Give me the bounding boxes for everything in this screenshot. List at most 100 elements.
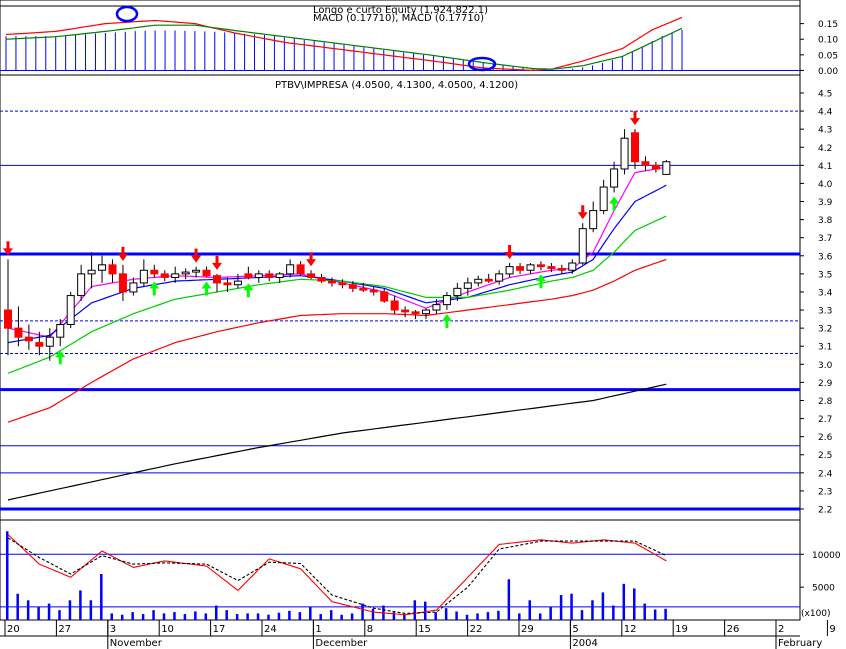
month-label-december: December: [315, 638, 368, 649]
volume-bar: [601, 592, 605, 620]
buy-signal-arrow: [535, 274, 546, 289]
volume-bar: [434, 612, 437, 620]
candle-body: [359, 287, 368, 291]
candle-body: [275, 273, 284, 278]
price-tick-label: 4.5: [818, 90, 832, 100]
volume-bar: [497, 610, 500, 620]
price-tick-label: 3.9: [818, 198, 833, 208]
volume-bar: [235, 614, 239, 620]
volume-bar: [288, 610, 291, 620]
candle-body: [631, 132, 639, 163]
volume-bar: [277, 612, 281, 620]
candle-body: [317, 276, 326, 282]
volume-bar: [653, 609, 657, 620]
candle-body: [547, 266, 556, 269]
macd-tick-label: 0.00: [818, 67, 838, 77]
candle-body: [578, 228, 587, 264]
volume-bar: [340, 614, 343, 620]
volume-bar: [538, 613, 542, 620]
price-tick-label: 3.3: [818, 307, 832, 317]
volume-bar: [371, 608, 375, 620]
x-tick-label: 5: [572, 624, 578, 635]
volume-bar: [329, 610, 333, 620]
stochastic-line: [7, 537, 667, 614]
candle-body: [160, 273, 169, 278]
candle-body: [56, 324, 65, 338]
volume-bar: [633, 588, 636, 620]
buy-signal-arrow: [243, 283, 254, 298]
candle-body: [484, 278, 493, 282]
volume-bar: [246, 613, 249, 620]
buy-signal-arrow: [149, 281, 160, 296]
x-tick-label: 20: [7, 624, 20, 635]
x-tick-label: 22: [470, 624, 483, 635]
buy-signal-arrow: [609, 196, 620, 211]
volume-bar: [570, 593, 573, 620]
volume-bar: [120, 614, 124, 620]
price-tick-label: 2.8: [818, 397, 833, 407]
month-label-2004: 2004: [572, 638, 597, 649]
candle-body: [432, 304, 441, 311]
moving-average-line: [7, 184, 667, 344]
price-tick-label: 2.4: [818, 469, 833, 479]
chart-marks: 4.5 4.4 4.3 4.2 4.1 4.0 3.9 3.8 3.7 3.6 3.5 3.4 3.3 3…: [0, 5, 841, 649]
candle-body: [516, 266, 525, 271]
candle-body: [495, 273, 504, 282]
x-tick-label: 15: [418, 624, 431, 635]
annotation-circle: [467, 56, 497, 72]
volume-bar: [643, 603, 646, 620]
candle-body: [610, 168, 619, 188]
moving-average-line: [7, 215, 667, 374]
moving-average-line: [7, 166, 667, 338]
price-tick-label: 2.6: [818, 433, 833, 443]
candle-body: [4, 309, 12, 329]
volume-bar: [622, 583, 626, 620]
volume-bar: [528, 600, 531, 620]
sell-signal-arrow: [306, 252, 317, 267]
candle-body: [641, 161, 650, 166]
volume-bar: [518, 613, 521, 620]
month-label-february: February: [778, 638, 822, 649]
volume-bar: [298, 612, 302, 620]
volume-unit-label: (x100): [801, 609, 831, 619]
candle-body: [589, 210, 598, 230]
candle-body: [599, 186, 608, 212]
volume-bar: [37, 606, 40, 620]
volume-bar: [549, 606, 552, 620]
price-tick-label: 4.1: [818, 162, 832, 172]
volume-bar: [89, 600, 93, 620]
candle-body: [568, 262, 577, 271]
volume-bar: [173, 612, 176, 620]
volume-bar: [26, 600, 30, 620]
candle-body: [108, 264, 117, 275]
buy-signal-arrow: [55, 350, 66, 365]
price-tick-label: 4.0: [818, 180, 833, 190]
chart-frame: [0, 0, 801, 621]
sell-signal-arrow: [212, 255, 222, 270]
macd-subtitle: MACD (0.17710), MACD (0.17710): [313, 13, 484, 24]
price-tick-label: 2.3: [818, 487, 832, 497]
price-tick-label: 2.2: [818, 506, 832, 516]
candle-body: [223, 282, 232, 286]
candle-body: [651, 164, 660, 170]
x-tick-label: 2: [778, 624, 784, 635]
volume-bar: [267, 614, 270, 620]
volume-tick-label: 5000: [812, 584, 835, 594]
price-tick-label: 4.2: [818, 144, 832, 154]
candle-body: [442, 295, 451, 306]
x-tick-label: 19: [675, 624, 688, 635]
volume-bar: [350, 613, 354, 620]
volume-tick-label: 10000: [812, 551, 841, 561]
sell-signal-arrow: [3, 241, 13, 256]
sell-signal-arrow: [191, 248, 202, 263]
volume-bar: [309, 606, 312, 620]
price-tick-label: 3.1: [818, 343, 832, 353]
x-tick-label: 29: [521, 624, 534, 635]
price-tick-label: 2.5: [818, 451, 832, 461]
price-tick-label: 2.7: [818, 415, 832, 425]
macd-tick-label: 0.15: [818, 20, 838, 30]
volume-bar: [465, 614, 469, 620]
volume-bar: [131, 612, 134, 620]
volume-bar: [141, 614, 145, 620]
volume-bar: [100, 574, 103, 620]
